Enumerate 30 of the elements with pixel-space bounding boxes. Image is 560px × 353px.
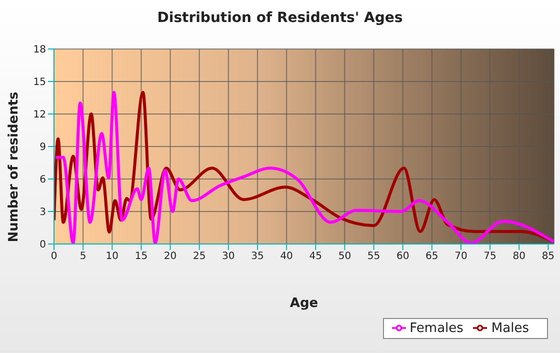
x-tick-label: 5 [80,251,86,262]
x-tick-label: 10 [106,251,119,262]
y-tick-label: 12 [33,110,46,121]
x-tick-label: 50 [338,251,352,262]
x-tick-label: 25 [192,251,206,262]
x-tick-label: 60 [396,251,410,262]
legend-label: Females [410,321,464,336]
y-tick-label: 3 [40,207,46,218]
x-tick-label: 35 [251,251,264,262]
x-tick-label: 30 [222,251,235,262]
x-tick-label: 80 [512,251,526,262]
x-tick-label: 75 [484,251,496,262]
x-tick-label: 15 [134,251,148,262]
x-axis-title: Age [288,296,320,311]
x-tick-label: 55 [367,251,380,262]
y-tick-label: 18 [33,44,46,56]
legend-label: Males [491,321,529,336]
x-tick-label: 70 [454,251,468,262]
x-tick-label: 0 [50,251,58,262]
x-tick-label: 45 [309,251,322,262]
x-tick-label: 40 [280,251,293,262]
y-axis-title: Number of residents [6,92,22,242]
y-tick-label: 9 [40,142,46,154]
chart-title: Distribution of Residents' Ages [156,10,404,26]
y-tick-label: 15 [33,77,46,88]
x-tick-label: 85 [542,251,555,262]
y-tick-label: 0 [40,240,46,251]
y-tick-label: 6 [40,174,46,186]
x-tick-label: 20 [164,251,177,262]
x-tick-label: 65 [426,251,438,262]
